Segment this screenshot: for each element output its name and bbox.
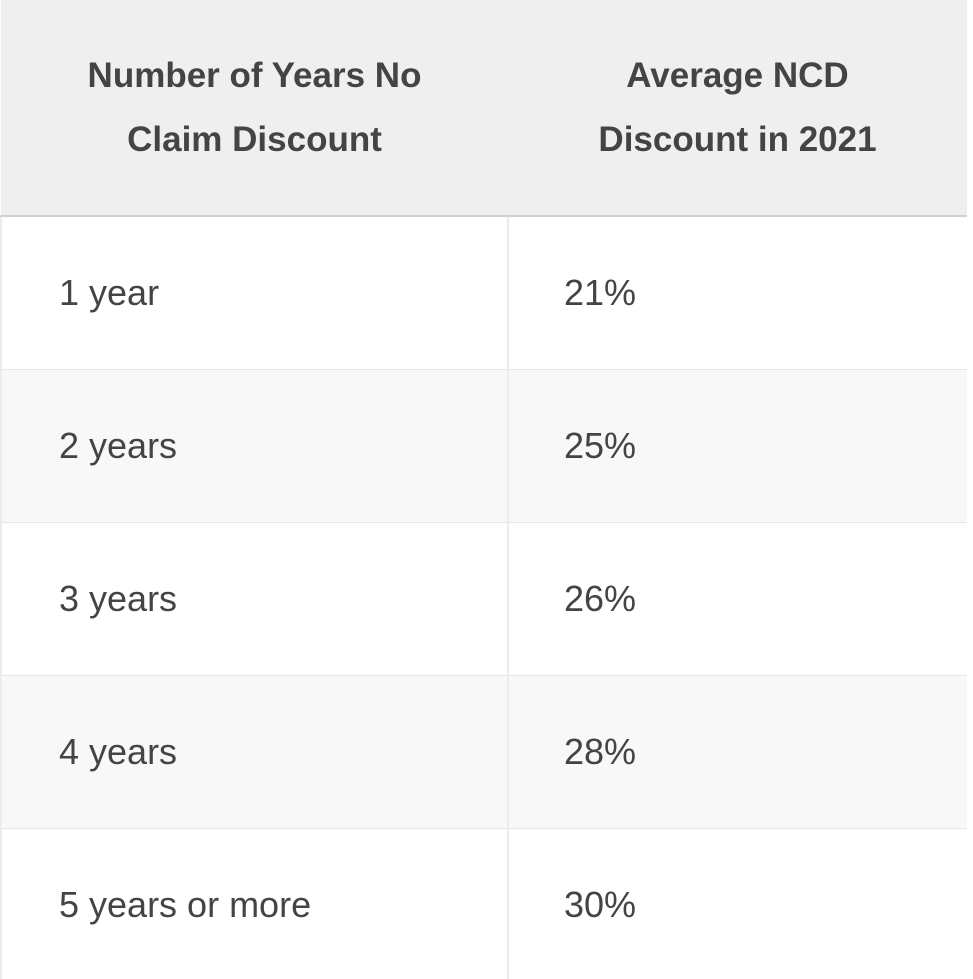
- table-cell: 1 year: [0, 215, 508, 369]
- table-cell: 28%: [507, 674, 967, 828]
- table-row: 4 years 28%: [0, 674, 967, 828]
- table-row: 1 year 21%: [0, 215, 967, 369]
- table-cell: 30%: [507, 827, 967, 979]
- table-cell: 21%: [507, 215, 967, 369]
- table-row: 5 years or more 30%: [0, 827, 967, 979]
- table-cell: 2 years: [0, 368, 508, 522]
- table-body: 1 year 21% 2 years 25% 3 years 26% 4 years 28% 5…: [0, 215, 967, 979]
- table-cell: 3 years: [0, 521, 508, 675]
- table-cell: 26%: [507, 521, 967, 675]
- header-cell: Number of Years No Claim Discount: [1, 0, 508, 217]
- table-row: 3 years 26%: [0, 521, 967, 675]
- table-cell: 25%: [507, 368, 967, 522]
- header-cell: Average NCD Discount in 2021: [508, 0, 967, 217]
- header-row: Number of Years No Claim Discount Average…: [1, 0, 967, 217]
- table-cell: 5 years or more: [0, 827, 508, 979]
- table-row: 2 years 25%: [0, 368, 967, 522]
- table-cell: 4 years: [0, 674, 508, 828]
